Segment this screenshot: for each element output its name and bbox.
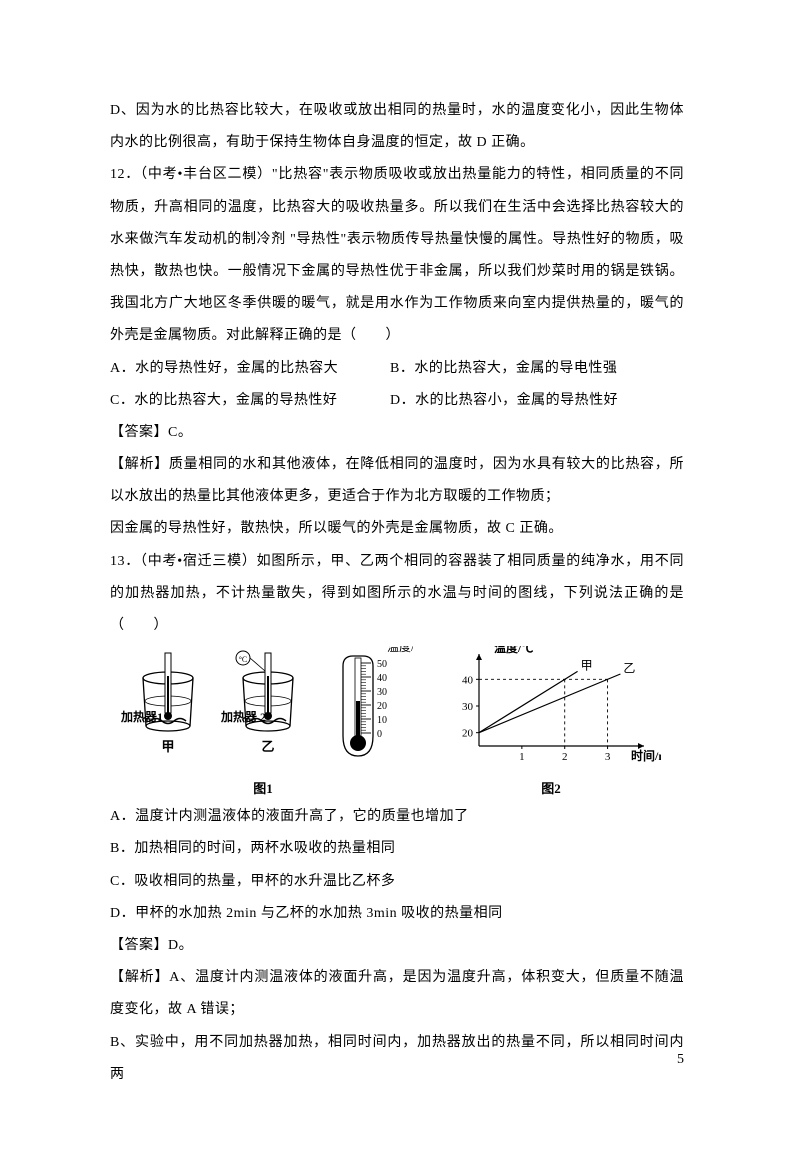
svg-text:乙: 乙 [623,661,635,675]
q12-stem: 12．（中考•丰台区二模）"比热容"表示物质吸收或放出热量能力的特性，相同质量的… [110,159,684,352]
fig2-label: 图2 [421,778,681,797]
svg-text:30: 30 [377,687,387,698]
svg-text:时间/min: 时间/min [631,748,661,763]
svg-text:°C: °C [239,655,248,664]
q13-answer: 【答案】D。 [110,930,684,962]
svg-text:10: 10 [377,715,387,726]
q12-exp2: 因金属的导热性好，散热快，所以暖气的外壳是金属物质，故 C 正确。 [110,513,684,545]
svg-text:50: 50 [377,659,387,670]
q12-option-c: C．水的比热容大，金属的导热性好 [110,385,390,417]
q13-exp-b: B、实验中，用不同加热器加热，相同时间内，加热器放出的热量不同，所以相同时间内两 [110,1027,684,1091]
q13-option-a: A．温度计内测温液体的液面升高了，它的质量也增加了 [110,801,684,833]
svg-text:40: 40 [462,675,474,687]
q13-option-d: D．甲杯的水加热 2min 与乙杯的水加热 3min 吸收的热量相同 [110,898,684,930]
svg-text:加热器1: 加热器1 [120,709,163,724]
q12-option-a: A．水的导热性好，金属的比热容大 [110,353,390,385]
svg-text:30: 30 [462,701,474,713]
q12-option-d: D．水的比热容小，金属的导热性好 [390,385,618,417]
figure-1-svg: 甲 加热器1 乙 °C [113,646,413,771]
figure-row: 甲 加热器1 乙 °C [110,646,684,797]
svg-text:2: 2 [562,751,568,763]
paragraph-d: D、因为水的比热容比较大，在吸收或放出相同的热量时，水的温度变化小，因此生物体内… [110,95,684,159]
svg-text:温度/℃: 温度/℃ [494,646,533,655]
svg-text:40: 40 [377,673,387,684]
svg-text:1: 1 [519,751,525,763]
q12-answer: 【答案】C。 [110,417,684,449]
q12-exp1: 【解析】质量相同的水和其他液体，在降低相同的温度时，因为水具有较大的比热容，所以… [110,449,684,513]
svg-text:3: 3 [605,751,611,763]
svg-text:加热器 2: 加热器 2 [220,709,266,724]
svg-text:乙: 乙 [261,739,274,754]
q12-option-b: B．水的比热容大，金属的导电性强 [390,353,617,385]
q13-option-b: B．加热相同的时间，两杯水吸收的热量相同 [110,833,684,865]
q13-option-c: C．吸收相同的热量，甲杯的水升温比乙杯多 [110,866,684,898]
page-number: 5 [677,1052,684,1068]
svg-text:0: 0 [377,729,382,740]
svg-text:温度/℃: 温度/℃ [387,646,413,654]
fig1-label: 图1 [113,778,413,797]
svg-text:20: 20 [377,701,387,712]
svg-text:甲: 甲 [581,659,593,673]
q13-stem: 13．（中考•宿迁三模）如图所示，甲、乙两个相同的容器装了相同质量的纯净水，用不… [110,546,684,643]
figure-2-chart: 20 30 40 1 2 3 温度/℃ 时间/min 甲 乙 [441,646,661,771]
svg-text:20: 20 [462,728,474,740]
q13-exp-a: 【解析】A、温度计内测温液体的液面升高，是因为温度升高，体积变大，但质量不随温度… [110,962,684,1026]
svg-text:甲: 甲 [161,739,174,754]
